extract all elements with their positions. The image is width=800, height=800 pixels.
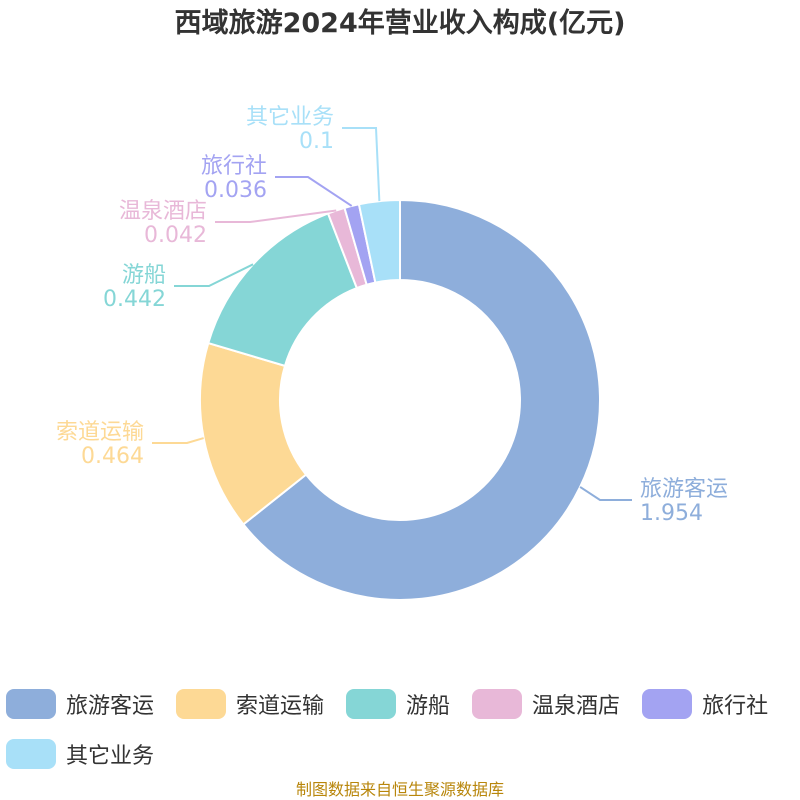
legend-item[interactable]: 旅行社 xyxy=(642,688,768,720)
legend: 旅游客运 索道运输 游船 温泉酒店 旅行社其它业务 xyxy=(6,688,800,770)
legend-label: 游船 xyxy=(406,694,451,719)
slice-value-label: 0.042 xyxy=(144,223,207,248)
legend-swatch xyxy=(472,689,523,719)
label-leader-line xyxy=(174,263,254,287)
label-leader-line xyxy=(275,176,353,207)
legend-label: 旅行社 xyxy=(702,694,769,719)
legend-swatch xyxy=(6,739,56,769)
slice-value-label: 1.954 xyxy=(640,501,703,526)
data-source-note: 制图数据来自恒生聚源数据库 xyxy=(295,780,504,799)
chart-title: 西域旅游2024年营业收入构成(亿元) xyxy=(174,8,626,39)
legend-item[interactable]: 旅游客运 xyxy=(6,688,154,720)
legend-swatch xyxy=(6,689,56,719)
legend-label: 温泉酒店 xyxy=(532,694,621,719)
slice-value-label: 0.464 xyxy=(81,444,144,469)
legend-swatch xyxy=(642,689,693,719)
donut-slice[interactable] xyxy=(357,198,401,284)
slice-value-label: 0.442 xyxy=(103,287,166,312)
legend-item[interactable]: 温泉酒店 xyxy=(472,688,620,720)
slice-category-label: 温泉酒店 xyxy=(119,199,207,224)
legend-item[interactable]: 游船 xyxy=(346,688,450,720)
donut-slice[interactable] xyxy=(241,198,601,601)
legend-label: 索道运输 xyxy=(236,694,325,719)
label-leader-line xyxy=(342,127,381,202)
slice-category-label: 其它业务 xyxy=(246,105,334,130)
slice-category-label: 游船 xyxy=(122,263,166,288)
legend-label: 旅游客运 xyxy=(66,694,155,719)
slice-category-label: 索道运输 xyxy=(56,420,144,445)
slice-category-label: 旅游客运 xyxy=(640,477,728,502)
legend-item[interactable]: 其它业务 xyxy=(6,738,154,770)
label-leader-line xyxy=(152,437,204,444)
legend-label: 其它业务 xyxy=(66,744,155,769)
label-leader-line xyxy=(215,209,337,223)
slice-category-label: 旅行社 xyxy=(201,154,267,179)
label-leader-line xyxy=(579,486,632,501)
legend-swatch xyxy=(346,689,397,719)
slice-value-label: 0.1 xyxy=(299,129,334,154)
legend-swatch xyxy=(176,689,227,719)
legend-item[interactable]: 索道运输 xyxy=(176,688,324,720)
slice-value-label: 0.036 xyxy=(204,178,267,203)
donut-slice[interactable] xyxy=(207,212,359,368)
